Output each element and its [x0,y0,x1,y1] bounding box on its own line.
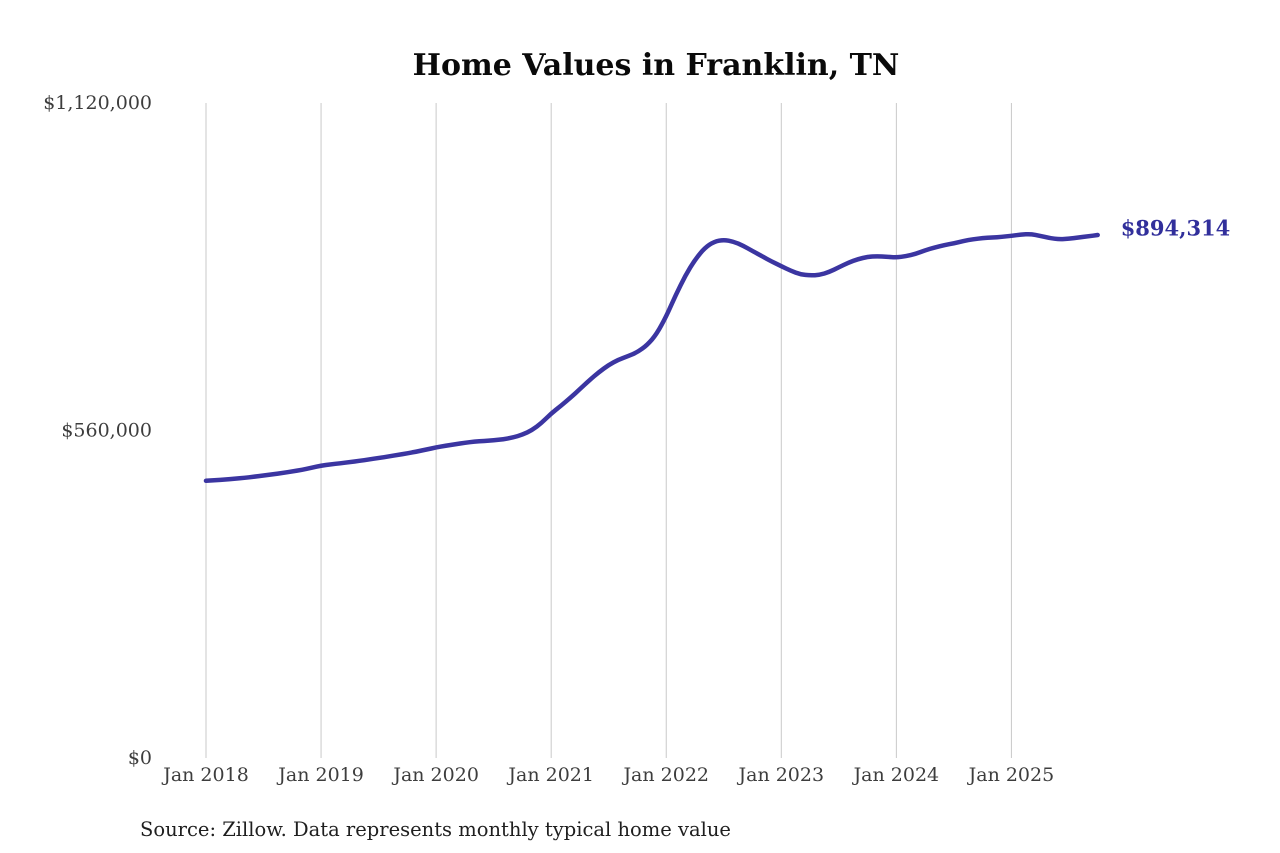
home-value-line-series [203,231,1100,484]
x-tick-jan-2025: Jan 2025 [967,764,1055,786]
chart-title: Home Values in Franklin, TN [413,48,900,83]
y-axis-tick-labels: $1,120,000 $560,000 $0 [43,92,152,769]
x-tick-jan-2022: Jan 2022 [621,764,709,786]
x-tick-jan-2023: Jan 2023 [737,764,825,786]
x-tick-jan-2020: Jan 2020 [391,764,479,786]
y-tick-middle: $560,000 [61,420,152,442]
y-tick-zero: $0 [128,747,152,769]
x-tick-jan-2019: Jan 2019 [276,764,364,786]
x-axis-tick-labels: Jan 2018 Jan 2019 Jan 2020 Jan 2021 Jan 2022… [161,764,1054,786]
source-note: Source: Zillow. Data represents monthly … [140,818,731,841]
latest-value-label: $894,314 [1121,216,1231,241]
y-tick-top: $1,120,000 [43,92,152,114]
x-tick-jan-2018: Jan 2018 [161,764,249,786]
gridlines [205,103,1012,758]
x-tick-jan-2021: Jan 2021 [506,764,594,786]
x-tick-jan-2024: Jan 2024 [852,764,940,786]
